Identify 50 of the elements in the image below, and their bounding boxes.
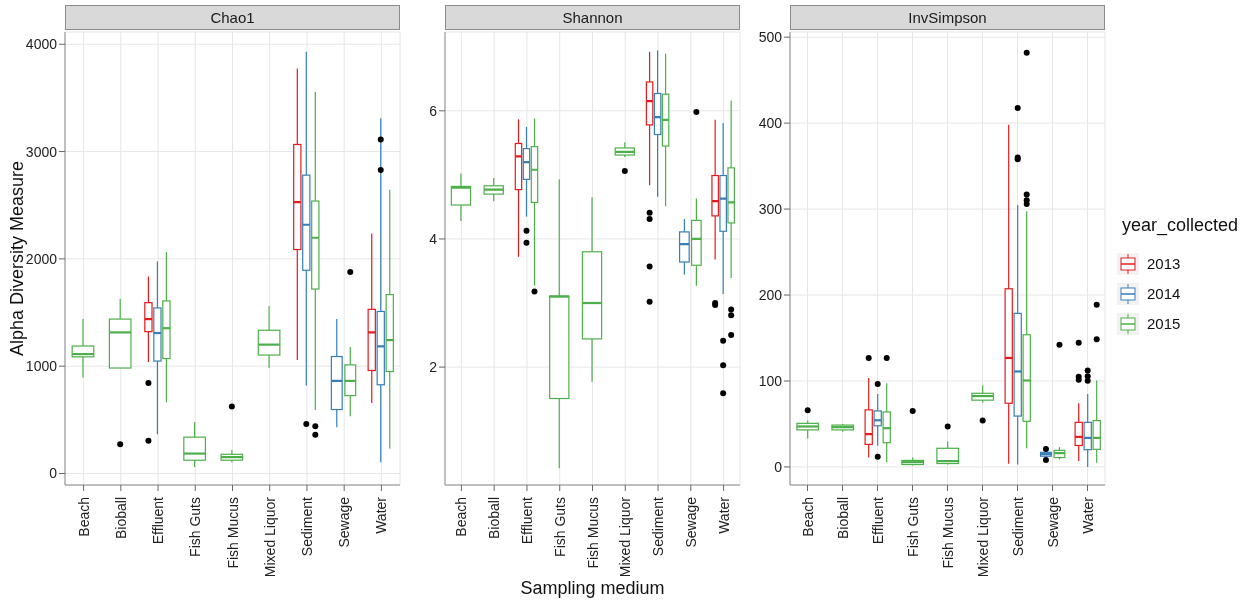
x-tick-label: Bioball [112, 497, 129, 540]
x-tick-label: Sediment [298, 496, 315, 557]
x-tick-label: Fish Mucus [939, 497, 956, 569]
x-tick-label: Sewage [336, 496, 353, 548]
x-tick-label: Fish Guts [904, 497, 921, 557]
y-tick-label: 4 [429, 230, 438, 247]
legend-label: 2014 [1147, 285, 1181, 302]
x-tick-label: Bioball [486, 497, 503, 540]
x-tick-label: Fish Mucus [224, 497, 241, 569]
y-tick-label: 0 [49, 465, 58, 482]
y-tick-label: 500 [758, 29, 783, 46]
y-tick-label: 1000 [25, 358, 58, 375]
x-tick-label: Beach [75, 497, 92, 537]
y-axis-title: Alpha Diversity Measure [7, 160, 27, 357]
x-tick-label: Mixed Liquor [261, 496, 278, 578]
x-tick-label: Beach [799, 497, 816, 537]
y-tick-label: 4000 [25, 36, 58, 53]
x-tick-label: Sewage [682, 496, 699, 548]
x-tick-label: Sediment [650, 496, 667, 557]
legend-label: 2013 [1147, 255, 1181, 272]
legend-label: 2015 [1147, 315, 1181, 332]
x-tick-label: Mixed Liquor [617, 496, 634, 578]
y-tick-label: 6 [429, 102, 438, 119]
y-tick-label: 200 [758, 287, 783, 303]
chart-title: InvSimpson [790, 5, 1105, 30]
y-tick-label: 2000 [25, 250, 58, 267]
chart-title: Shannon [445, 5, 740, 30]
y-tick-label: 100 [758, 372, 783, 389]
x-tick-label: Water [715, 496, 732, 534]
x-tick-label: Bioball [834, 497, 851, 540]
x-tick-label: Effluent [869, 496, 886, 545]
y-tick-label: 300 [758, 201, 783, 218]
x-tick-label: Fish Guts [187, 497, 204, 557]
x-tick-label: Fish Guts [551, 497, 568, 557]
y-tick-label: 400 [758, 115, 783, 132]
x-tick-label: Effluent [150, 496, 167, 545]
x-tick-label: Water [373, 496, 390, 534]
x-tick-label: Effluent [518, 496, 535, 545]
x-tick-label: Sewage [1044, 496, 1061, 548]
y-tick-label: 2 [429, 359, 438, 376]
x-axis-title: Sampling medium [520, 578, 665, 598]
chart-title: Chao1 [65, 5, 400, 30]
x-tick-label: Water [1079, 496, 1096, 534]
x-tick-label: Sediment [1009, 496, 1026, 557]
x-tick-label: Mixed Liquor [974, 496, 991, 578]
x-tick-label: Fish Mucus [584, 497, 601, 569]
x-tick-label: Beach [453, 497, 470, 537]
legend-title: year_collected [1122, 215, 1239, 236]
y-tick-label: 0 [774, 458, 783, 475]
y-tick-label: 3000 [25, 143, 58, 160]
